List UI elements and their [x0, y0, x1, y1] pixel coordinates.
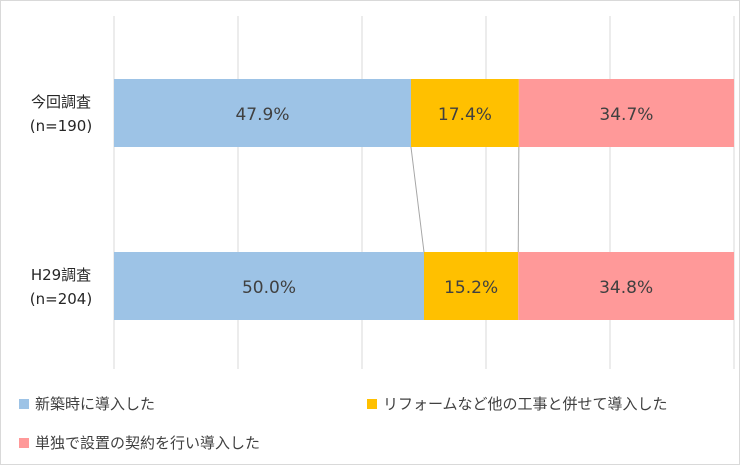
category-label: (n=204): [30, 290, 92, 308]
legend-item-standalone: 単独で設置の契約を行い導入した: [19, 432, 260, 453]
legend-swatch-standalone: [19, 437, 29, 448]
bar-segment: [410, 79, 519, 147]
bar-segment: [114, 252, 424, 320]
bar-segment: [518, 252, 734, 320]
bar-segment: [518, 79, 734, 147]
legend-swatch-new-build: [19, 398, 29, 409]
category-label: 今回調査: [31, 93, 91, 111]
legend-label-new-build: 新築時に導入した: [35, 395, 156, 413]
data-label: 34.8%: [599, 278, 653, 298]
legend-item-new-build: 新築時に導入した: [19, 393, 155, 414]
data-label: 50.0%: [242, 278, 296, 298]
legend-swatch-renovation: [367, 398, 377, 409]
series-connector-line: [517, 146, 520, 253]
series-connector-line: [410, 146, 425, 253]
legend-item-renovation: リフォームなど他の工事と併せて導入した: [367, 393, 668, 414]
data-label: 34.7%: [599, 105, 653, 125]
category-label: (n=190): [30, 117, 92, 135]
legend-label-standalone: 単独で設置の契約を行い導入した: [35, 434, 261, 452]
bar-segment: [114, 79, 411, 147]
category-label: H29調査: [31, 266, 91, 284]
data-label: 15.2%: [444, 278, 498, 298]
data-label: 17.4%: [438, 105, 492, 125]
data-label: 47.9%: [235, 105, 289, 125]
bar-segment: [424, 252, 519, 320]
legend-label-renovation: リフォームなど他の工事と併せて導入した: [383, 395, 668, 413]
